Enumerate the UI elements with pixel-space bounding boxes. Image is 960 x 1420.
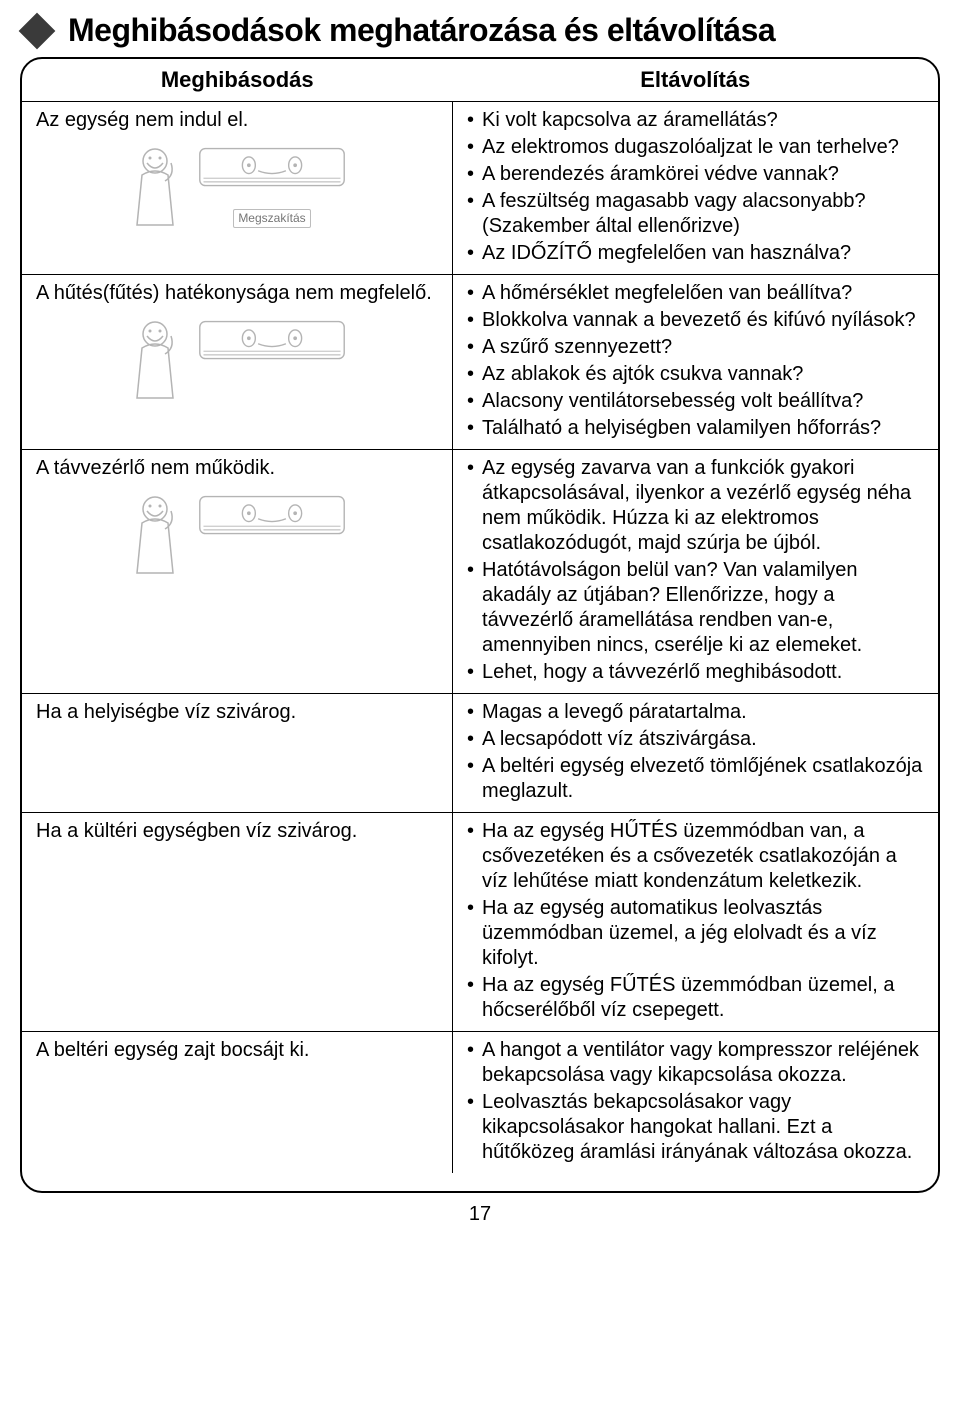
table-row: Az egység nem indul el. Megszakítás Ki v…	[22, 102, 938, 275]
fix-list: Ha az egység HŰTÉS üzemmódban van, a cső…	[467, 819, 924, 1023]
ac-unit-icon	[197, 316, 347, 366]
list-item: Található a helyiségben valamilyen hőfor…	[467, 416, 924, 441]
fault-text: Ha a kültéri egységben víz szivárog.	[36, 819, 438, 844]
person-icon	[127, 491, 187, 581]
list-item: Leolvasztás bekapcsolásakor vagy kikapcs…	[467, 1090, 924, 1165]
ac-unit-icon	[197, 491, 347, 541]
table-row: A hűtés(fűtés) hatékonysága nem megfelel…	[22, 275, 938, 450]
list-item: Ki volt kapcsolva az áramellátás?	[467, 108, 924, 133]
fault-cell: A beltéri egység zajt bocsájt ki.	[22, 1032, 453, 1174]
page-title: Meghibásodások meghatározása és eltávolí…	[68, 12, 775, 49]
fix-cell: Magas a levegő páratartalma.A lecsapódot…	[453, 694, 938, 813]
column-header-fault: Meghibásodás	[22, 59, 453, 102]
page-header: Meghibásodások meghatározása és eltávolí…	[20, 12, 940, 49]
fix-cell: A hőmérséklet megfelelően van beállítva?…	[453, 275, 938, 450]
illustration: Megszakítás	[36, 137, 438, 235]
list-item: Alacsony ventilátorsebesség volt beállít…	[467, 389, 924, 414]
table-row: A távvezérlő nem működik. Az egység zava…	[22, 450, 938, 694]
fix-cell: A hangot a ventilátor vagy kompresszor r…	[453, 1032, 938, 1174]
fix-cell: Ha az egység HŰTÉS üzemmódban van, a cső…	[453, 813, 938, 1032]
list-item: Ha az egység FŰTÉS üzemmódban üzemel, a …	[467, 973, 924, 1023]
list-item: Az elektromos dugaszolóaljzat le van ter…	[467, 135, 924, 160]
diamond-icon	[19, 12, 56, 49]
table-row: Ha a helyiségbe víz szivárog. Magas a lev…	[22, 694, 938, 813]
illustration	[36, 485, 438, 583]
list-item: A hőmérséklet megfelelően van beállítva?	[467, 281, 924, 306]
list-item: Az egység zavarva van a funkciók gyakori…	[467, 456, 924, 556]
list-item: Lehet, hogy a távvezérlő meghibásodott.	[467, 660, 924, 685]
fix-list: A hangot a ventilátor vagy kompresszor r…	[467, 1038, 924, 1165]
person-icon	[127, 316, 187, 406]
fix-list: A hőmérséklet megfelelően van beállítva?…	[467, 281, 924, 441]
fault-cell: A távvezérlő nem működik.	[22, 450, 453, 694]
list-item: Az ablakok és ajtók csukva vannak?	[467, 362, 924, 387]
list-item: Blokkolva vannak a bevezető és kifúvó ny…	[467, 308, 924, 333]
list-item: A feszültség magasabb vagy alacsonyabb? …	[467, 189, 924, 239]
fix-list: Magas a levegő páratartalma.A lecsapódot…	[467, 700, 924, 804]
table-row: A beltéri egység zajt bocsájt ki. A hango…	[22, 1032, 938, 1174]
list-item: A lecsapódott víz átszivárgása.	[467, 727, 924, 752]
fault-text: Ha a helyiségbe víz szivárog.	[36, 700, 438, 725]
list-item: Ha az egység HŰTÉS üzemmódban van, a cső…	[467, 819, 924, 894]
table-row: Ha a kültéri egységben víz szivárog. Ha a…	[22, 813, 938, 1032]
fix-list: Ki volt kapcsolva az áramellátás?Az elek…	[467, 108, 924, 266]
fault-cell: Ha a kültéri egységben víz szivárog.	[22, 813, 453, 1032]
ac-unit-icon	[197, 143, 347, 193]
illust-caption: Megszakítás	[233, 209, 310, 228]
list-item: Ha az egység automatikus leolvasztás üze…	[467, 896, 924, 971]
list-item: A berendezés áramkörei védve vannak?	[467, 162, 924, 187]
fault-cell: A hűtés(fűtés) hatékonysága nem megfelel…	[22, 275, 453, 450]
list-item: Az IDŐZÍTŐ megfelelően van használva?	[467, 241, 924, 266]
fault-text: A távvezérlő nem működik.	[36, 456, 438, 481]
list-item: A beltéri egység elvezető tömlőjének csa…	[467, 754, 924, 804]
fix-cell: Az egység zavarva van a funkciók gyakori…	[453, 450, 938, 694]
fault-text: A hűtés(fűtés) hatékonysága nem megfelel…	[36, 281, 438, 306]
fault-text: Az egység nem indul el.	[36, 108, 438, 133]
column-header-fix: Eltávolítás	[453, 59, 938, 102]
fault-cell: Ha a helyiségbe víz szivárog.	[22, 694, 453, 813]
troubleshooting-table-card: Meghibásodás Eltávolítás Az egység nem i…	[20, 57, 940, 1193]
fault-cell: Az egység nem indul el. Megszakítás	[22, 102, 453, 275]
person-icon	[127, 143, 187, 233]
list-item: A hangot a ventilátor vagy kompresszor r…	[467, 1038, 924, 1088]
fix-list: Az egység zavarva van a funkciók gyakori…	[467, 456, 924, 685]
list-item: Magas a levegő páratartalma.	[467, 700, 924, 725]
fix-cell: Ki volt kapcsolva az áramellátás?Az elek…	[453, 102, 938, 275]
page-number: 17	[20, 1203, 940, 1226]
troubleshooting-table: Meghibásodás Eltávolítás Az egység nem i…	[22, 59, 938, 1173]
list-item: Hatótávolságon belül van? Van valamilyen…	[467, 558, 924, 658]
fault-text: A beltéri egység zajt bocsájt ki.	[36, 1038, 438, 1063]
list-item: A szűrő szennyezett?	[467, 335, 924, 360]
illustration	[36, 310, 438, 408]
